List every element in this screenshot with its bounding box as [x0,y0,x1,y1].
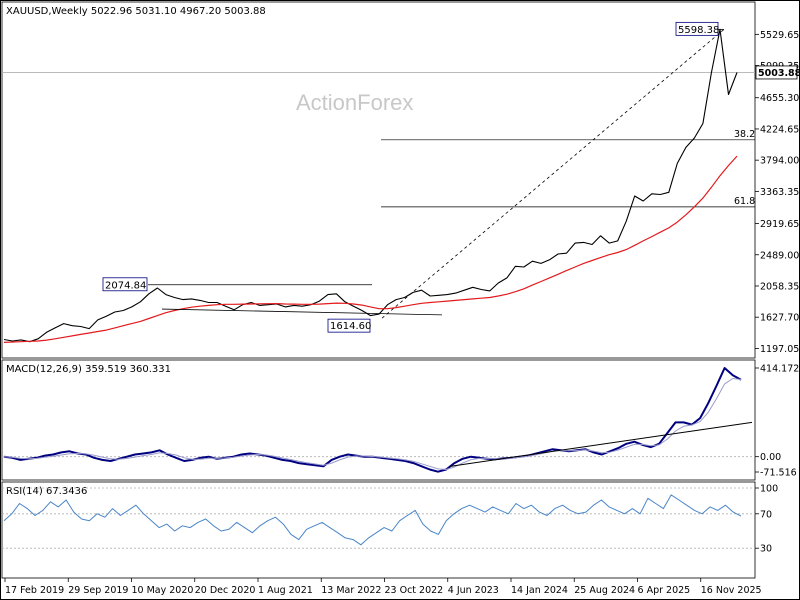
high-label-box [675,21,719,36]
price-tick-label: 3794.00 [760,156,799,167]
fib-38-2-label: 38.2 [734,129,755,140]
price-tick-label: 1627.70 [760,313,799,324]
price-panel-frame [1,1,756,359]
price-series [3,28,738,343]
price-annotations: 5598.38 2074.84 1614.60 5003.88 [102,21,800,333]
swing-dashed-line [381,29,725,319]
x-tick-label: 16 Nov 2025 [701,585,762,596]
x-axis: 17 Feb 2019 29 Sep 2019 10 May 2020 20 Dec … [4,578,762,596]
macd-tick-label: -71.516 [760,468,797,479]
pivot-label: 2074.84 [105,280,146,291]
x-tick-label: 1 Aug 2021 [258,585,313,596]
pivot-label-box [102,277,148,292]
rsi-tick-label: 70 [760,509,772,520]
price-line [3,28,738,343]
high-label: 5598.38 [678,25,719,36]
low-label-box [327,318,371,333]
macd-tick-label: 0.00 [760,452,781,463]
rsi-series [3,494,742,546]
price-tick-label: 2058.35 [760,281,799,292]
last-price-flag [755,65,798,80]
x-tick-label: 14 Jan 2024 [511,585,568,596]
x-tick-label: 23 Oct 2022 [385,585,444,596]
rsi-title: RSI(14) 67.3436 [6,486,87,497]
rsi-tick-label: 100 [760,484,778,495]
x-tick-label: 20 Dec 2020 [195,585,256,596]
rsi-panel-frame [1,481,756,579]
fib-61-8-label: 61.8 [734,196,755,207]
watermark: ActionForex [296,90,413,115]
x-tick-label: 25 Aug 2024 [574,585,635,596]
x-tick-label: 13 Mar 2022 [321,585,381,596]
rsi-y-axis: 100 70 30 [2,484,778,555]
x-tick-label: 29 Sep 2019 [68,585,128,596]
rsi-line [3,494,742,546]
macd-panel-frame [1,359,756,481]
price-tick-label: 4655.30 [760,93,799,104]
low-label: 1614.60 [330,321,371,332]
x-tick-label: 4 Jun 2023 [448,585,499,596]
sma-55-line [3,155,738,343]
price-tick-label: 5529.65 [760,30,799,41]
signal-line [3,378,742,470]
last-price-label: 5003.88 [758,68,800,79]
x-tick-label: 10 May 2020 [132,585,194,596]
chart-header: XAUUSD,Weekly 5022.96 5031.10 4967.20 50… [6,6,266,17]
x-tick-label: 17 Feb 2019 [5,585,64,596]
price-tick-label: 4224.65 [760,124,799,135]
macd-tick-label: 414.172 [760,364,799,375]
macd-title: MACD(12,26,9) 359.519 360.331 [6,364,171,375]
macd-trendline [449,421,753,467]
rsi-tick-label: 30 [760,544,772,555]
price-tick-label: 3363.35 [760,187,799,198]
price-tick-label: 2489.00 [760,250,799,261]
support-trendline [161,308,443,316]
price-tick-label: 1197.05 [760,344,799,355]
macd-series [3,367,753,473]
x-tick-label: 6 Apr 2025 [638,585,691,596]
price-tick-label: 2919.65 [760,219,799,230]
